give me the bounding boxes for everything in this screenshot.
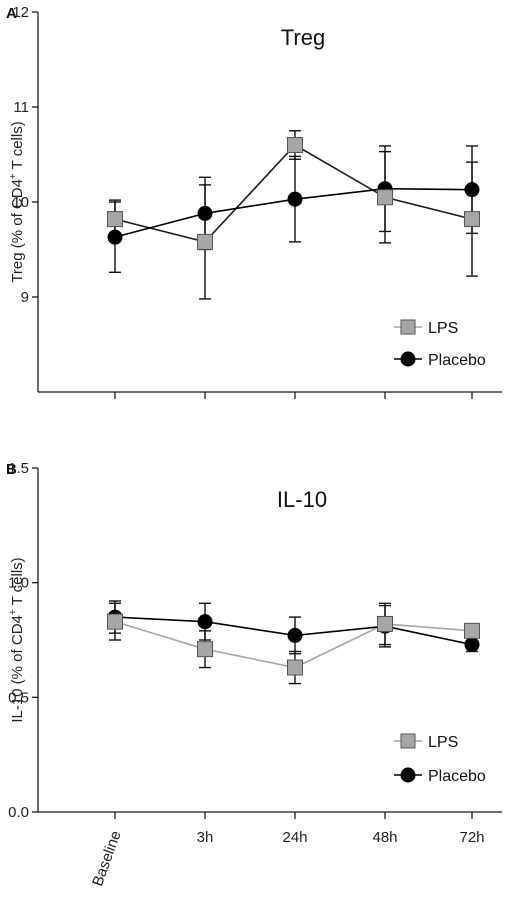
- x-tick-label: 72h: [459, 829, 484, 846]
- panel-letter: B: [6, 461, 17, 478]
- legend-marker-placebo: [400, 351, 416, 367]
- x-tick-label: 24h: [282, 829, 307, 846]
- data-point-lps: [464, 622, 480, 639]
- legend-label-placebo: Placebo: [428, 768, 486, 785]
- x-tick-label: 3h: [197, 829, 214, 846]
- data-point-placebo: [287, 627, 303, 643]
- legend-label-placebo: Placebo: [428, 352, 486, 369]
- y-axis-title: IL-10 (% of CD4+ T cells): [8, 557, 26, 722]
- data-point-placebo: [287, 191, 303, 207]
- chart-panel-a: A 9 10 11 12 Treg (% of CD4+ T cells) Treg LPS P…: [6, 4, 502, 399]
- data-point-lps: [107, 211, 123, 228]
- x-tick-label: Baseline: [89, 829, 125, 889]
- x-tick-label: 48h: [372, 829, 397, 846]
- data-point-lps: [464, 211, 480, 228]
- data-point-lps: [287, 659, 303, 676]
- y-tick-label: 1.5: [8, 460, 29, 477]
- y-tick-label: 0.5: [8, 689, 29, 706]
- data-point-placebo: [464, 182, 480, 198]
- legend-label-lps: LPS: [428, 734, 458, 751]
- legend: LPS Placebo: [394, 733, 486, 785]
- legend-marker-lps: [400, 733, 416, 749]
- y-tick-label: 11: [13, 99, 29, 116]
- data-point-lps: [377, 615, 393, 632]
- data-point-lps: [287, 137, 303, 153]
- panel-letter: A: [6, 5, 17, 22]
- data-point-lps: [197, 233, 213, 250]
- data-point-placebo: [107, 229, 123, 245]
- legend: LPS Placebo: [394, 319, 486, 369]
- legend-marker-placebo: [400, 767, 416, 783]
- data-point-placebo: [197, 205, 213, 221]
- y-tick-label: 12: [12, 4, 29, 21]
- y-tick-label: 1.0: [8, 575, 29, 592]
- legend-marker-lps: [400, 319, 416, 335]
- y-tick-label: 9: [21, 289, 29, 306]
- data-point-lps: [107, 613, 123, 630]
- data-point-placebo: [464, 637, 480, 653]
- data-point-lps: [377, 189, 393, 206]
- data-point-placebo: [197, 614, 213, 630]
- y-tick-label: 0.0: [8, 804, 29, 821]
- data-point-lps: [197, 641, 213, 658]
- y-tick-label: 10: [12, 194, 29, 211]
- chart-title: IL-10: [277, 487, 327, 512]
- chart-panel-b: B 0.0 0.5 1.0 1.5 Baseline 3h 24h 48h 72h IL-10 (%…: [6, 460, 502, 888]
- y-axis-title: Treg (% of CD4+ T cells): [8, 121, 26, 282]
- chart-title: Treg: [281, 25, 325, 50]
- legend-label-lps: LPS: [428, 320, 458, 337]
